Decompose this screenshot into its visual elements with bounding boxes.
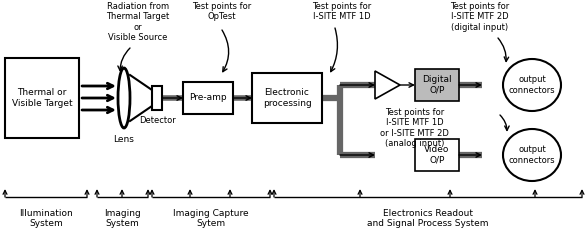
Text: ADC: ADC <box>377 81 394 89</box>
Bar <box>152 86 162 110</box>
Bar <box>415 69 459 101</box>
Text: Test points for
I-SITE MTF 1D: Test points for I-SITE MTF 1D <box>312 2 372 21</box>
Text: Pre-amp: Pre-amp <box>189 94 227 102</box>
Ellipse shape <box>118 68 130 128</box>
Ellipse shape <box>503 129 561 181</box>
Text: Video
O/P: Video O/P <box>424 145 450 165</box>
Text: Electronic
processing: Electronic processing <box>262 88 311 108</box>
Bar <box>415 139 459 171</box>
Polygon shape <box>375 71 400 99</box>
Text: Test points for
I-SITE MTF 2D
(digital input): Test points for I-SITE MTF 2D (digital i… <box>450 2 510 32</box>
Text: Lens: Lens <box>113 135 134 144</box>
Bar <box>5 58 79 138</box>
Text: Digital
O/P: Digital O/P <box>422 75 452 95</box>
Bar <box>252 73 322 123</box>
Text: Test points for
I-SITE MTF 1D
or I-SITE MTF 2D
(analog input): Test points for I-SITE MTF 1D or I-SITE … <box>380 108 449 148</box>
Text: output
connectors: output connectors <box>509 75 555 95</box>
Text: Detector: Detector <box>139 116 176 125</box>
Text: Test points for
OpTest: Test points for OpTest <box>193 2 252 21</box>
Text: Imaging Capture
Sytem: Imaging Capture Sytem <box>173 209 249 228</box>
Text: Electronics Readout
and Signal Process System: Electronics Readout and Signal Process S… <box>367 209 489 228</box>
Text: Radiation from
Thermal Target
or
Visible Source: Radiation from Thermal Target or Visible… <box>106 2 170 42</box>
Text: Thermal or
Visible Target: Thermal or Visible Target <box>12 88 72 108</box>
Ellipse shape <box>503 59 561 111</box>
Text: Imaging
System: Imaging System <box>104 209 141 228</box>
Bar <box>183 82 233 114</box>
Text: Illumination
System: Illumination System <box>19 209 73 228</box>
Text: output
connectors: output connectors <box>509 145 555 165</box>
